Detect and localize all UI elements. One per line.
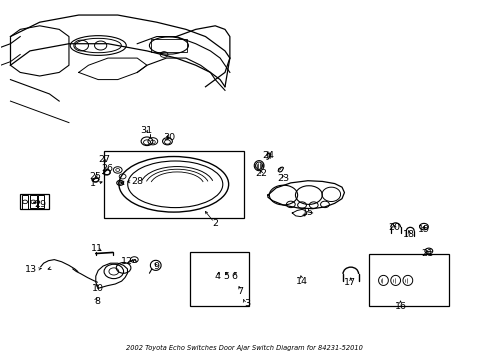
Text: 2: 2: [212, 219, 218, 228]
Bar: [104, 150, 244, 218]
Text: 7: 7: [237, 287, 243, 296]
Text: 30: 30: [163, 133, 175, 142]
Text: 19: 19: [417, 225, 429, 234]
Text: 13: 13: [25, 265, 37, 274]
Text: 27: 27: [98, 155, 110, 164]
Text: 15: 15: [302, 208, 313, 217]
Bar: [189, 252, 249, 306]
Text: 10: 10: [92, 284, 104, 293]
Text: 1: 1: [90, 179, 96, 188]
Text: 4: 4: [214, 272, 220, 281]
Text: 8: 8: [94, 297, 100, 306]
Text: 5: 5: [223, 272, 228, 281]
Text: 12: 12: [121, 257, 133, 266]
Text: 31: 31: [140, 126, 152, 135]
Bar: [368, 253, 448, 306]
Text: 21: 21: [421, 249, 432, 258]
Text: 2002 Toyota Echo Switches Door Ajar Switch Diagram for 84231-52010: 2002 Toyota Echo Switches Door Ajar Swit…: [126, 345, 362, 351]
Text: 6: 6: [231, 272, 237, 281]
Text: 3: 3: [244, 299, 250, 308]
Text: 25: 25: [90, 172, 102, 181]
Text: 16: 16: [394, 302, 406, 311]
Text: 29: 29: [35, 200, 46, 209]
Text: 17: 17: [343, 278, 355, 287]
Text: 9: 9: [153, 262, 160, 271]
Text: 24: 24: [262, 151, 273, 160]
Bar: [151, 40, 187, 51]
Text: 26: 26: [101, 164, 113, 173]
Text: 28: 28: [131, 177, 143, 186]
Text: 18: 18: [403, 230, 414, 239]
Bar: [30, 195, 37, 208]
Bar: [38, 195, 43, 208]
Text: 11: 11: [91, 244, 103, 253]
Text: 20: 20: [388, 223, 400, 232]
Text: 22: 22: [255, 169, 267, 178]
Text: 23: 23: [277, 174, 289, 183]
Text: 14: 14: [295, 276, 307, 285]
Bar: [21, 195, 28, 209]
Bar: [20, 194, 49, 210]
